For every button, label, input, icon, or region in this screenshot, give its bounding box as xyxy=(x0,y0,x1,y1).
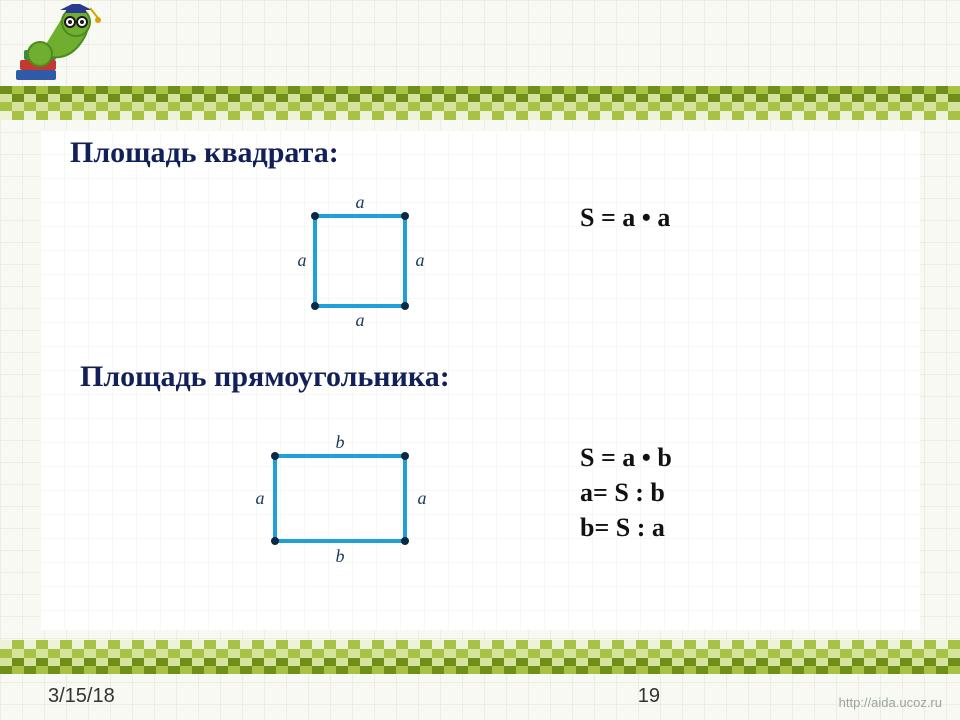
footer-page-number: 19 xyxy=(638,685,660,708)
square-label-left: a xyxy=(298,250,307,270)
square-figure: a a a a xyxy=(270,186,440,336)
content-panel: Площадь квадрата: a a a a S = a • a Площ… xyxy=(40,130,920,630)
square-label-top: a xyxy=(356,192,365,212)
decorative-band-top xyxy=(0,86,960,120)
rect-label-bottom: b xyxy=(336,546,345,566)
formula-square: S = a • a xyxy=(580,200,670,235)
title-square-area: Площадь квадрата: xyxy=(70,136,339,170)
rect-label-left: a xyxy=(256,488,265,508)
square-label-bottom: a xyxy=(356,310,365,330)
decorative-band-bottom xyxy=(0,640,960,674)
footer-url: http://aida.ucoz.ru xyxy=(839,695,942,710)
slide: Площадь квадрата: a a a a S = a • a Площ… xyxy=(0,0,960,720)
formula-rectangle-a: a= S : b xyxy=(580,475,665,510)
bookworm-mascot-icon xyxy=(10,4,120,94)
rect-label-right: a xyxy=(418,488,427,508)
formula-rectangle-b: b= S : a xyxy=(580,510,665,545)
footer-date: 3/15/18 xyxy=(48,685,115,708)
rect-label-top: b xyxy=(336,432,345,452)
title-rectangle-area: Площадь прямоугольника: xyxy=(80,360,450,394)
formula-rectangle-area: S = a • b xyxy=(580,440,672,475)
rectangle-figure: b b a a xyxy=(230,426,440,576)
square-label-right: a xyxy=(416,250,425,270)
